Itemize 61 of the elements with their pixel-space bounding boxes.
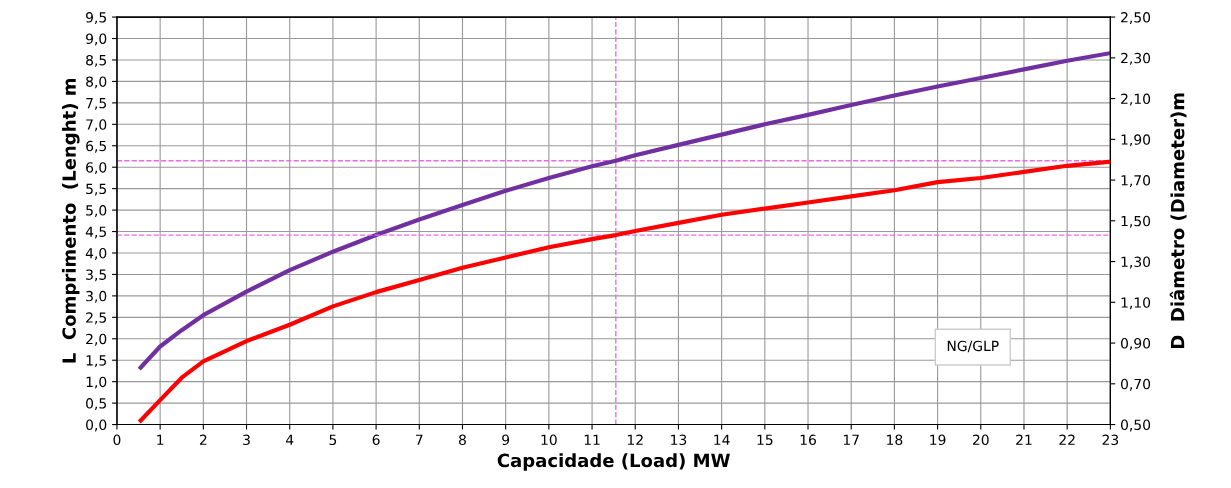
y-tick-label: 8,0 (86, 76, 107, 89)
y2-tick-label: 0,70 (1121, 378, 1151, 391)
line-series (138, 159, 1111, 423)
y2-tick-label: 2,30 (1121, 52, 1151, 65)
x-tick-label: 4 (285, 434, 294, 445)
y-tick-label: 4,0 (85, 247, 107, 260)
annotation: NG/GLP (947, 340, 999, 353)
x-tick-label: 21 (1016, 434, 1032, 445)
y2-tick-label: 1,90 (1121, 134, 1151, 147)
y-tick-label: 2,5 (86, 312, 107, 325)
y-tick-label: 0,0 (86, 419, 107, 432)
x-tick-label: 11 (584, 434, 600, 445)
y-tick-label: 5,5 (86, 183, 107, 196)
x-tick-label: 8 (459, 434, 466, 446)
y-tick-label: 6,5 (86, 140, 107, 153)
y-tick-label: 3,5 (86, 269, 107, 282)
x-axis-title: Capacidade (Load) MW (497, 453, 730, 471)
y-tick-label: 7,0 (86, 119, 107, 132)
y2-axis-title: D Diâmetro (Diameter)m (1169, 93, 1187, 349)
x-tick-label: 0 (113, 434, 121, 446)
y2-tick-label: 1,70 (1121, 175, 1151, 187)
x-tick-label: 12 (627, 434, 643, 445)
x-tick-label: 18 (887, 434, 903, 446)
y-tick-label: 6,0 (86, 162, 107, 175)
y-tick-label: 1,0 (86, 376, 107, 389)
x-tick-label: 15 (757, 434, 773, 446)
x-tick-label: 13 (671, 434, 687, 446)
y-tick-label: 9,0 (86, 33, 107, 46)
y2-tick-label: 1,30 (1121, 256, 1151, 269)
y2-tick-label: 0,90 (1121, 338, 1151, 350)
x-tick-label: 20 (972, 434, 989, 446)
y-tick-label: 1,5 (86, 355, 107, 368)
y-tick-label: 7,5 (86, 98, 107, 110)
x-tick-label: 5 (329, 434, 337, 446)
y-tick-label: 4,5 (85, 226, 107, 239)
y-tick-label: 3,0 (86, 290, 107, 303)
x-tick-label: 9 (502, 434, 510, 446)
x-tick-label: 17 (843, 434, 859, 445)
y2-tick-label: 2,10 (1121, 93, 1151, 106)
x-tick-label: 7 (416, 434, 423, 445)
x-tick-label: 2 (199, 434, 207, 445)
x-tick-label: 14 (714, 434, 730, 445)
y-axis-title: L Comprimento (Lenght) m (61, 78, 80, 363)
x-tick-label: 23 (1102, 434, 1119, 446)
x-tick-label: 1 (157, 434, 164, 445)
y2-tick-label: 1,10 (1121, 297, 1151, 310)
y-tick-label: 0,5 (86, 398, 107, 410)
x-tick-label: 16 (800, 434, 816, 446)
y-tick-label: 8,5 (86, 54, 107, 67)
y-tick-label: 9,5 (86, 12, 107, 24)
x-tick-label: 6 (372, 434, 380, 446)
x-tick-label: 22 (1059, 434, 1075, 445)
y2-tick-label: 0,50 (1121, 419, 1151, 432)
x-tick-label: 19 (930, 434, 946, 446)
x-tick-label: 10 (541, 434, 557, 446)
x-tick-label: 3 (243, 434, 250, 446)
y-tick-label: 5,0 (86, 205, 107, 217)
y2-tick-label: 2,50 (1121, 12, 1151, 24)
line-series (138, 51, 1111, 370)
y-tick-label: 2,0 (86, 333, 107, 346)
y2-tick-label: 1,50 (1121, 215, 1151, 228)
